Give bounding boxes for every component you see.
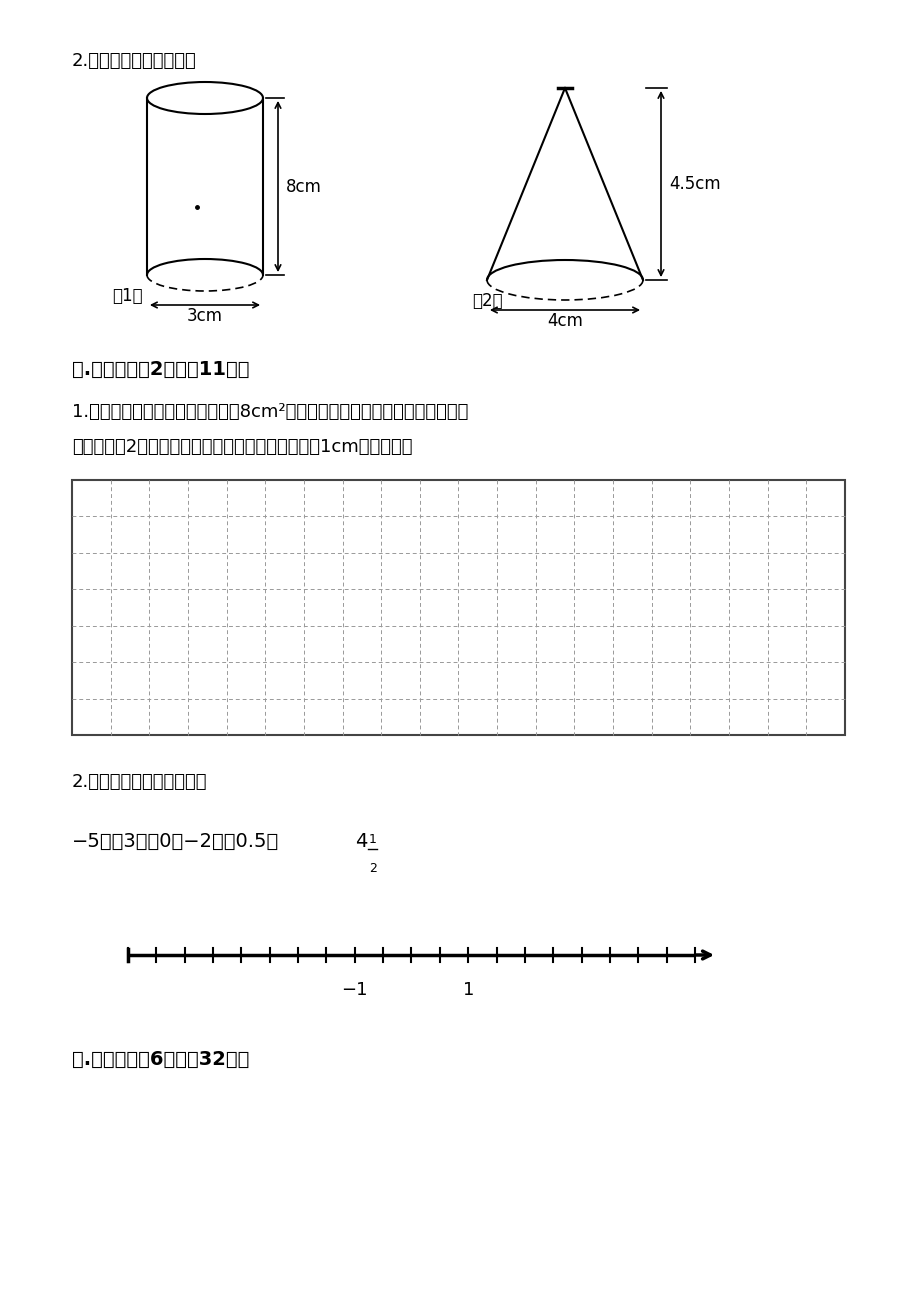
Text: 3cm: 3cm: [187, 307, 222, 326]
Text: （2）: （2）: [471, 292, 502, 310]
Text: −5， 3， 0，−2， 0.5，: −5， 3， 0，−2， 0.5，: [72, 832, 279, 852]
Text: 8cm: 8cm: [286, 177, 322, 195]
Text: 2.计算下列图形的体积。: 2.计算下列图形的体积。: [72, 52, 197, 70]
Text: 1: 1: [462, 980, 473, 999]
Text: 2.在直线上表示下列各数。: 2.在直线上表示下列各数。: [72, 773, 208, 792]
Text: 4: 4: [355, 832, 367, 852]
Bar: [72, 480, 844, 736]
Text: 1: 1: [369, 833, 377, 846]
Text: （1）: （1）: [112, 286, 142, 305]
Text: 1.在下面的方格纸中画一个面积是8cm²的长方形，再把这个长方形的各边长扩: 1.在下面的方格纸中画一个面积是8cm²的长方形，再把这个长方形的各边长扩: [72, 404, 468, 421]
Text: 五.作图题（共2题，共11分）: 五.作图题（共2题，共11分）: [72, 359, 249, 379]
Text: 大到原来的2倍，画出图形。（每个方格代表边长为1cm的正方形）: 大到原来的2倍，画出图形。（每个方格代表边长为1cm的正方形）: [72, 437, 412, 456]
Text: 2: 2: [369, 862, 377, 875]
Text: −1: −1: [341, 980, 368, 999]
Text: 六.解答题（兲6题，共32分）: 六.解答题（兲6题，共32分）: [72, 1049, 249, 1069]
Text: 4cm: 4cm: [547, 312, 583, 329]
Text: 4.5cm: 4.5cm: [668, 174, 720, 193]
